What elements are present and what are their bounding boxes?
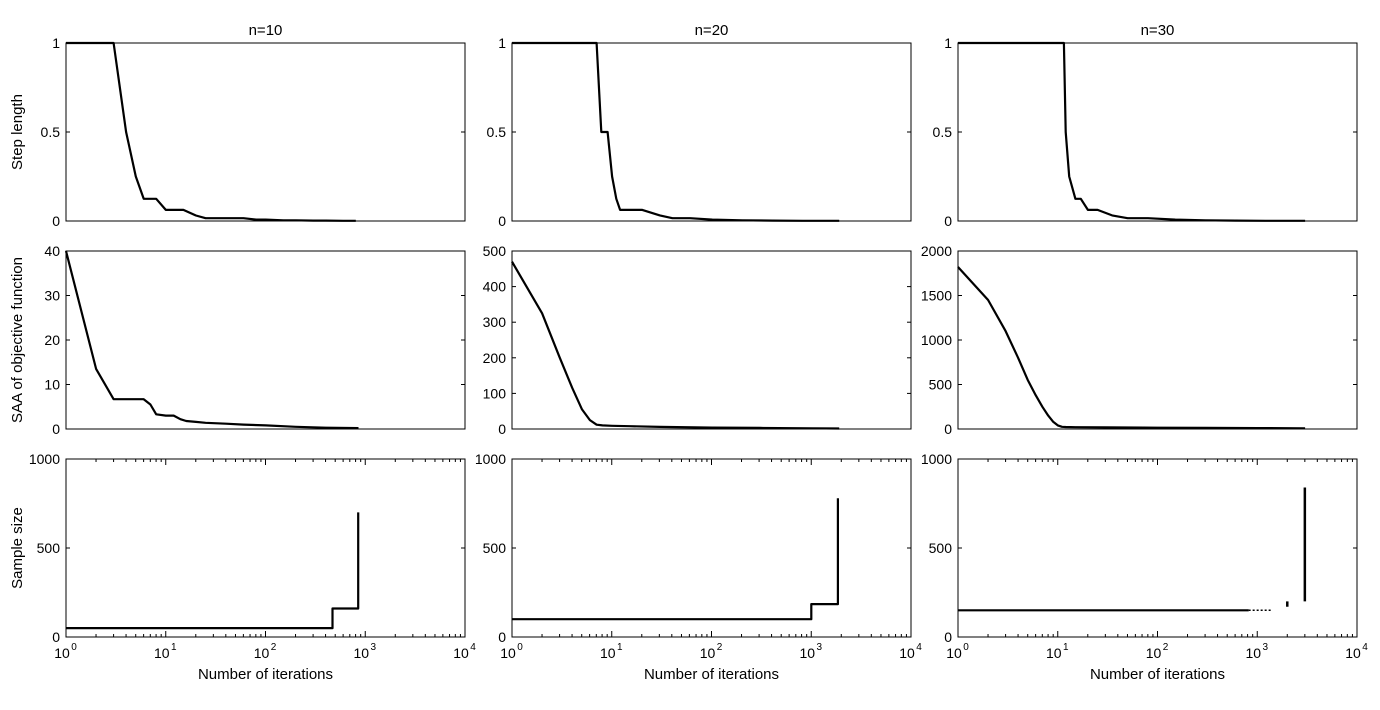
axes-box [957,42,1358,222]
xtick-label-exponent: 0 [517,642,523,653]
ytick-label: 20 [44,332,60,348]
axes-box [957,250,1358,430]
ytick-label: 400 [483,279,507,295]
xtick-label: 10 [700,645,716,661]
ytick-label: 0 [944,629,952,645]
ytick-label: 0 [52,421,60,437]
series-line [512,41,840,222]
ytick-label: 1000 [921,332,952,348]
series-line [66,512,360,630]
xtick-label: 10 [353,645,369,661]
xtick-label-exponent: 0 [71,642,77,653]
ytick-label: 1 [498,35,506,51]
xtick-label: 10 [946,645,962,661]
xtick-label-exponent: 1 [617,642,623,653]
ytick-label: 1000 [475,451,506,467]
xtick-label-exponent: 4 [470,642,476,653]
ytick-label: 0 [498,421,506,437]
xtick-label-exponent: 2 [271,642,277,653]
ytick-label: 1500 [921,288,952,304]
xtick-label-exponent: 3 [816,642,822,653]
ytick-label: 1000 [921,451,952,467]
series-line [64,250,359,430]
xtick-label-exponent: 0 [963,642,969,653]
ytick-label: 500 [37,540,61,556]
ytick-label: 500 [929,377,953,393]
ytick-label: 1 [944,35,952,51]
xtick-label-exponent: 1 [1063,642,1069,653]
panel-title-col-1: n=10 [249,22,283,39]
ytick-label: 1000 [29,451,60,467]
axes-box [511,250,912,430]
xtick-label: 10 [1345,645,1361,661]
ytick-label: 500 [483,243,507,259]
axes-box [65,250,466,430]
ylabel-row-3: Sample size [9,507,26,589]
xtick-label-exponent: 3 [370,642,376,653]
xtick-label: 10 [154,645,170,661]
xtick-label: 10 [54,645,70,661]
ytick-label: 0 [944,421,952,437]
xlabel: Number of iterations [644,666,779,683]
xtick-label: 10 [500,645,516,661]
xtick-label: 10 [1146,645,1162,661]
series-line [957,266,1306,430]
xlabel: Number of iterations [1090,666,1225,683]
xtick-label-exponent: 4 [916,642,922,653]
axes-box [65,458,466,638]
ytick-label: 100 [483,385,507,401]
xtick-label: 10 [1245,645,1261,661]
ytick-label: 200 [483,350,507,366]
ytick-label: 0 [498,629,506,645]
xtick-label: 10 [899,645,915,661]
ytick-label: 40 [44,243,60,259]
ytick-label: 0 [498,213,506,229]
panel-r1-c3: 00.51 [933,35,1358,229]
series-line [511,261,840,430]
ytick-label: 0 [52,213,60,229]
panel-title-col-3: n=30 [1141,22,1175,39]
panel-r1-c2: 00.51 [487,35,912,229]
ytick-label: 10 [44,377,60,393]
ylabel-row-1: Step length [9,94,26,170]
series-line [958,41,1306,222]
xtick-label-exponent: 3 [1262,642,1268,653]
ytick-label: 0 [52,629,60,645]
ytick-label: 500 [483,540,507,556]
xtick-label-exponent: 4 [1362,642,1368,653]
ytick-label: 300 [483,314,507,330]
panel-r2-c1: 0 10 20 30 40 [44,243,466,437]
panel-title-col-2: n=20 [695,22,729,39]
ytick-label: 0 [944,213,952,229]
xtick-label: 10 [453,645,469,661]
xtick-label-exponent: 1 [171,642,177,653]
ytick-label: 2000 [921,243,952,259]
xlabel: Number of iterations [198,666,333,683]
xtick-label: 10 [799,645,815,661]
panel-r1-c1: 00.51 [41,35,466,229]
panel-r2-c2: 0 100 200 300 400 500 [483,243,912,437]
axes-box [511,458,912,638]
xtick-label: 10 [600,645,616,661]
series-line [512,498,839,621]
ytick-label: 0.5 [41,124,61,140]
xtick-label-exponent: 2 [717,642,723,653]
panel-r2-c3: 0 500 1000 1500 2000 [921,243,1358,437]
ytick-label: 1 [52,35,60,51]
series-line [66,41,356,222]
xtick-label-exponent: 2 [1163,642,1169,653]
xtick-label: 10 [254,645,270,661]
ytick-label: 0.5 [487,124,507,140]
ytick-label: 30 [44,288,60,304]
ytick-label: 0.5 [933,124,953,140]
xtick-label: 10 [1046,645,1062,661]
ytick-label: 500 [929,540,953,556]
axes-box [511,42,912,222]
ylabel-row-2: SAA of objective function [9,257,26,423]
